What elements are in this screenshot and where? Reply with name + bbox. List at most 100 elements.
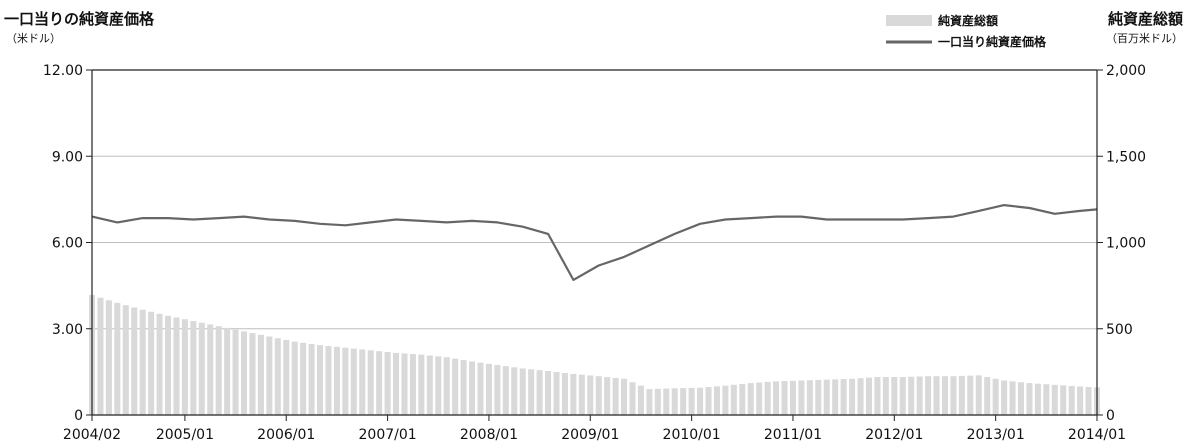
left-tick-label: 0: [74, 408, 83, 424]
bar: [823, 379, 830, 415]
right-tick-label: 1,000: [1106, 236, 1146, 252]
x-tick-label: 2012/01: [865, 427, 923, 443]
bar: [283, 339, 290, 415]
bar: [941, 376, 948, 415]
bar: [122, 305, 129, 415]
bar: [131, 307, 138, 415]
bar: [511, 367, 518, 415]
bar: [764, 381, 771, 415]
bar: [317, 345, 324, 415]
bar: [528, 369, 535, 415]
bar: [798, 380, 805, 415]
bar: [105, 300, 112, 415]
bar: [376, 351, 383, 415]
right-axis-ticks: 2,000 1,500 1,000 500 0: [1097, 63, 1146, 424]
bar: [899, 377, 906, 415]
bar: [739, 383, 746, 415]
right-tick-label: 2,000: [1106, 63, 1146, 79]
bar: [637, 385, 644, 415]
bar: [274, 338, 281, 415]
bar: [401, 353, 408, 415]
left-tick-label: 9.00: [52, 149, 83, 165]
right-axis-title: 純資産総額: [1108, 10, 1183, 28]
bar: [1060, 385, 1067, 415]
bar: [1026, 383, 1033, 415]
bar: [646, 389, 653, 415]
bar: [671, 388, 678, 415]
bar: [469, 361, 476, 415]
bar: [730, 384, 737, 415]
bar: [485, 363, 492, 415]
bar: [241, 331, 248, 415]
bar: [139, 309, 146, 415]
bar: [680, 388, 687, 415]
bar: [207, 324, 214, 415]
x-tick-label: 2009/01: [561, 427, 619, 443]
bar: [224, 327, 231, 415]
bar: [232, 329, 239, 415]
bar: [908, 376, 915, 415]
bar: [578, 374, 585, 415]
bar: [198, 322, 205, 415]
bar: [300, 342, 307, 415]
bar: [249, 333, 256, 415]
bar: [418, 354, 425, 415]
bar: [342, 347, 349, 415]
bar: [840, 379, 847, 415]
bar: [933, 376, 940, 415]
bar: [1017, 382, 1025, 415]
bar: [595, 376, 602, 415]
left-axis-title: 一口当りの純資産価格: [4, 10, 155, 28]
bar: [502, 366, 509, 415]
bar: [806, 380, 813, 415]
left-tick-label: 6.00: [52, 236, 83, 252]
bar: [114, 302, 121, 415]
bar: [570, 373, 577, 415]
bar: [384, 352, 391, 415]
bar: [181, 319, 188, 415]
left-tick-label: 3.00: [52, 322, 83, 338]
bar: [561, 372, 568, 415]
bar: [705, 387, 712, 415]
bar: [1009, 381, 1016, 415]
bar: [663, 388, 670, 415]
bar: [1051, 384, 1058, 415]
x-tick-label: 2004/02: [63, 427, 121, 443]
bar: [452, 358, 459, 415]
right-tick-label: 1,500: [1106, 149, 1146, 165]
legend-swatch-bar: [886, 15, 932, 26]
bar: [164, 315, 172, 415]
bar: [494, 364, 501, 415]
bar: [882, 377, 889, 415]
bar: [215, 326, 222, 415]
bar: [1077, 386, 1084, 415]
x-tick-label: 2007/01: [359, 427, 417, 443]
bar: [409, 354, 416, 415]
bar: [832, 379, 839, 415]
x-tick-label: 2005/01: [156, 427, 214, 443]
bar: [781, 381, 788, 415]
bar: [460, 360, 467, 415]
bar: [967, 375, 974, 415]
x-tick-label: 2011/01: [764, 427, 822, 443]
bar: [257, 334, 264, 415]
right-tick-label: 500: [1106, 322, 1133, 338]
bar: [925, 376, 932, 415]
bar: [874, 377, 881, 415]
legend: 純資産総額 一口当り純資産価格: [886, 13, 1047, 49]
bar: [426, 355, 433, 415]
bar: [789, 380, 796, 415]
bar: [654, 388, 661, 415]
bar: [722, 385, 729, 415]
bar: [815, 379, 822, 415]
bar: [97, 297, 104, 415]
x-tick-label: 2008/01: [460, 427, 518, 443]
bar: [519, 368, 526, 415]
bar: [266, 336, 273, 415]
line-series: [91, 204, 1098, 281]
right-tick-label: 0: [1106, 408, 1115, 424]
bar: [1068, 385, 1075, 415]
bar: [865, 377, 872, 415]
left-tick-label: 12.00: [43, 63, 83, 79]
bar: [350, 348, 357, 415]
